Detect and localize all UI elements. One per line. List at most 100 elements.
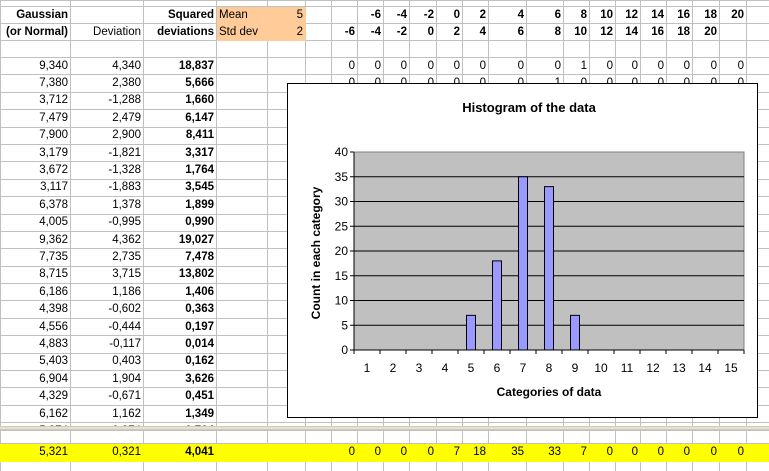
cell[interactable] [305,6,332,24]
cell[interactable] [216,74,268,93]
bin-count[interactable]: 0 [719,56,747,76]
cell[interactable] [746,430,769,444]
header-gaussian[interactable]: Gaussian [0,6,71,24]
bin-count[interactable]: 0 [409,56,437,76]
total-bin-count[interactable]: 18 [462,443,489,462]
gaussian-value[interactable]: 3,672 [0,161,71,180]
cell[interactable] [589,40,616,58]
cell[interactable] [216,178,268,198]
cell[interactable] [216,230,268,250]
cell[interactable] [143,461,217,471]
bin-boundary[interactable]: 20 [719,6,747,24]
header-gaussian[interactable]: (or Normal) [0,23,71,41]
bin-boundary[interactable]: 14 [615,23,641,41]
bin-count[interactable]: 1 [563,56,590,76]
bin-boundary[interactable]: 4 [488,6,527,24]
histogram-chart[interactable]: 0 5 10 15 20 25 30 35 40 1 2 3 4 5 6 7 8 9 10 11 12 13 14 15 His… [287,83,758,418]
deviation-value[interactable]: -1,821 [70,143,144,163]
total-bin-count[interactable]: 0 [692,443,720,462]
cell[interactable] [216,56,268,76]
cell[interactable] [0,40,71,58]
bin-boundary[interactable]: 18 [692,6,720,24]
cell[interactable] [719,461,747,471]
squared-deviation-value[interactable]: 1,899 [143,196,217,215]
squared-deviation-value[interactable]: 1,349 [143,404,217,424]
bin-boundary[interactable]: -6 [357,6,384,24]
cell[interactable] [216,283,268,302]
bin-boundary[interactable]: -2 [409,6,437,24]
cell[interactable] [589,430,616,444]
cell[interactable] [216,143,268,163]
cell[interactable] [692,461,720,471]
cell[interactable] [267,56,306,76]
total-bin-count[interactable]: 0 [719,443,747,462]
total-bin-count[interactable]: 0 [640,443,667,462]
cell[interactable] [488,430,527,444]
gaussian-value[interactable]: 3,179 [0,143,71,163]
deviation-value[interactable]: 1,186 [70,283,144,302]
cell[interactable] [216,430,268,444]
squared-deviation-value[interactable]: 7,478 [143,248,217,267]
squared-deviation-value[interactable]: 13,802 [143,265,217,285]
cell[interactable] [746,40,769,58]
gaussian-value[interactable]: 5,403 [0,352,71,372]
total-bin-count[interactable]: 0 [615,443,641,462]
squared-deviation-value[interactable]: 18,837 [143,56,217,76]
bin-count[interactable]: 0 [357,56,384,76]
cell[interactable] [216,109,268,128]
cell[interactable] [383,430,410,444]
cell[interactable] [267,461,306,471]
deviation-value[interactable]: 1,378 [70,196,144,215]
header-deviation[interactable]: Deviation [70,23,144,41]
squared-deviation-value[interactable]: 0,162 [143,352,217,372]
bin-boundary[interactable] [331,6,358,24]
bin-count[interactable]: 0 [383,56,410,76]
cell[interactable] [70,430,144,444]
bin-boundary[interactable]: 8 [526,23,564,41]
bin-count[interactable]: 0 [488,56,527,76]
cell[interactable] [216,300,268,319]
total-bin-count[interactable]: 0 [357,443,384,462]
cell[interactable] [462,430,489,444]
cell[interactable] [216,40,268,58]
cell[interactable] [216,352,268,372]
gaussian-value[interactable]: 4,883 [0,335,71,354]
cell[interactable] [615,461,641,471]
bin-boundary[interactable]: 0 [409,23,437,41]
cell[interactable] [305,443,332,462]
gaussian-value[interactable]: 6,904 [0,370,71,389]
deviation-value[interactable]: 2,479 [70,109,144,128]
gaussian-value[interactable]: 8,715 [0,265,71,285]
cell[interactable] [488,461,527,471]
squared-deviation-value[interactable]: 0,451 [143,387,217,406]
gaussian-value[interactable]: 7,900 [0,126,71,145]
cell[interactable] [216,370,268,389]
bin-boundary[interactable]: 14 [640,6,667,24]
deviation-value[interactable]: 4,362 [70,230,144,250]
cell[interactable] [666,430,693,444]
cell[interactable] [462,461,489,471]
cell[interactable] [746,6,769,24]
cell[interactable] [640,461,667,471]
bin-count[interactable]: 0 [615,56,641,76]
squared-deviation-value[interactable]: 0,363 [143,300,217,319]
header-deviation[interactable] [70,6,144,24]
header-squared-deviations[interactable]: Squared [143,6,217,24]
cell[interactable] [563,430,590,444]
cell[interactable] [305,40,332,58]
squared-deviation-value[interactable]: 1,406 [143,283,217,302]
cell[interactable] [488,40,527,58]
gaussian-value[interactable]: 4,005 [0,213,71,232]
cell[interactable] [143,430,217,444]
bin-boundary[interactable]: 16 [666,6,693,24]
bin-boundary[interactable]: 10 [563,23,590,41]
cell[interactable] [719,430,747,444]
cell[interactable] [70,461,144,471]
bin-boundary[interactable] [719,23,747,41]
cell[interactable] [357,461,384,471]
bin-boundary[interactable]: -4 [357,23,384,41]
total-bin-count[interactable]: 0 [331,443,358,462]
cell[interactable] [640,40,667,58]
total-bin-count[interactable]: 0 [589,443,616,462]
gaussian-value[interactable]: 7,380 [0,74,71,93]
